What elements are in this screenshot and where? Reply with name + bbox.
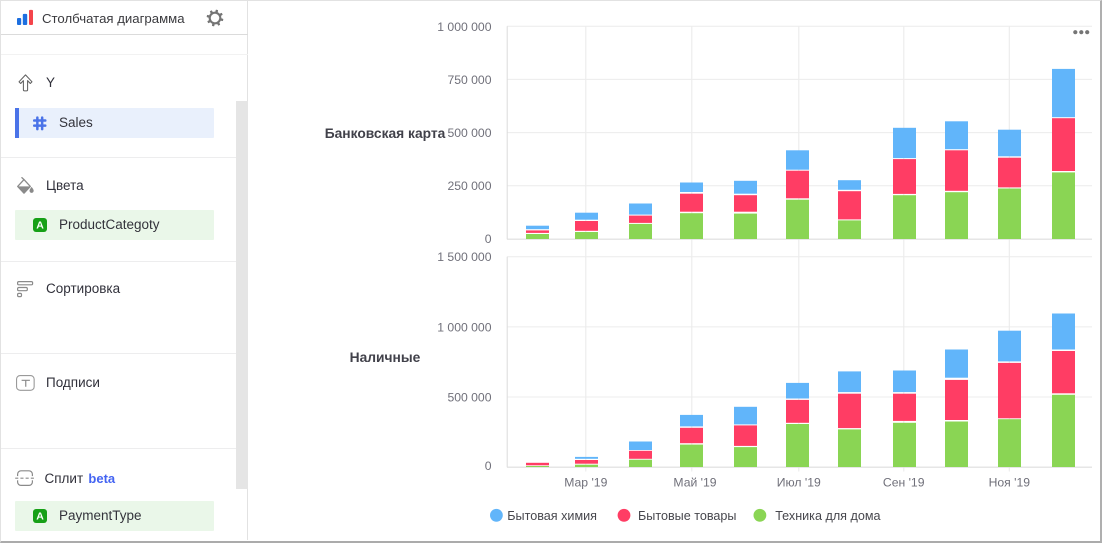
svg-text:Бытовые товары: Бытовые товары (638, 509, 736, 523)
svg-text:Банковская карта: Банковская карта (325, 126, 446, 141)
svg-text:750 000: 750 000 (447, 73, 491, 87)
svg-text:0: 0 (485, 232, 492, 246)
svg-text:500 000: 500 000 (447, 390, 491, 404)
svg-text:Мар '19: Мар '19 (564, 475, 607, 489)
svg-text:Ноя '19: Ноя '19 (989, 475, 1031, 489)
svg-text:Наличные: Наличные (350, 350, 421, 365)
svg-text:1 500 000: 1 500 000 (437, 250, 491, 264)
svg-text:500 000: 500 000 (447, 126, 491, 140)
svg-text:1 000 000: 1 000 000 (437, 320, 491, 334)
svg-text:1 000 000: 1 000 000 (437, 20, 491, 34)
svg-text:0: 0 (485, 459, 492, 473)
svg-text:Бытовая химия: Бытовая химия (507, 509, 597, 523)
svg-text:A: A (36, 219, 44, 231)
svg-text:250 000: 250 000 (447, 179, 491, 193)
svg-text:Май '19: Май '19 (673, 475, 716, 489)
svg-text:A: A (36, 511, 44, 523)
svg-text:Июл '19: Июл '19 (777, 475, 821, 489)
svg-text:Техника для дома: Техника для дома (775, 509, 880, 523)
svg-text:Сен '19: Сен '19 (883, 475, 925, 489)
